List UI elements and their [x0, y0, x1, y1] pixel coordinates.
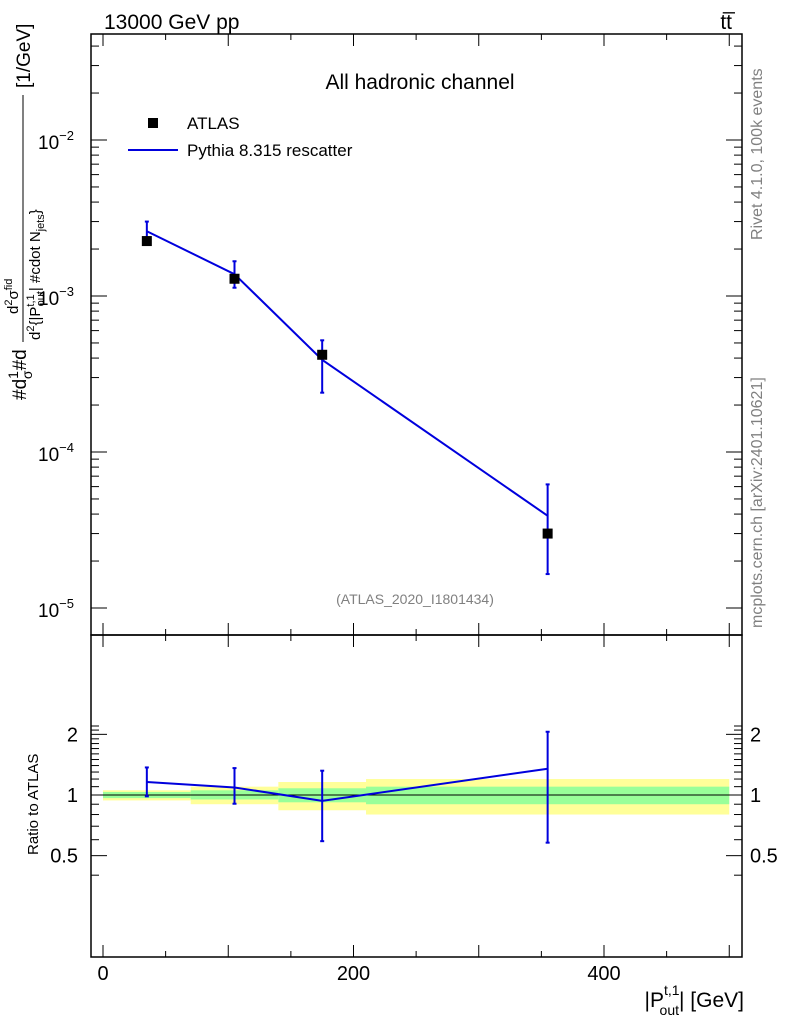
- ratio-y-axis-label: Ratio to ATLAS: [25, 754, 42, 855]
- ratio-y-tick-label: 2: [67, 724, 78, 746]
- atlas-data-point: [542, 528, 553, 539]
- main-panel: All hadronic channel (ATLAS_2020_I180143…: [3, 24, 743, 636]
- legend: ATLAS Pythia 8.315 rescatter: [128, 114, 353, 160]
- chart-title: All hadronic channel: [325, 71, 514, 94]
- ratio-y-tick-label-right: 0.5: [750, 846, 778, 868]
- ratio-y-tick-label: 0.5: [50, 846, 78, 868]
- ratio-y-tick-labels: 0.5 0.5 1 1 2 2: [50, 724, 778, 867]
- legend-atlas-label: ATLAS: [187, 114, 240, 133]
- mcplots-label: mcplots.cern.ch [arXiv:2401.10621]: [749, 377, 766, 628]
- y-tick-1e-5: 10−5: [38, 596, 74, 622]
- svg-text:d2{|Pt,1out| #cdot Njets}: d2{|Pt,1out| #cdot Njets}: [25, 209, 47, 340]
- main-y-axis-label: #d1σ#d d2σfid d2{|Pt,1out| #cdot Njets} …: [3, 24, 47, 400]
- legend-pythia-label: Pythia 8.315 rescatter: [187, 141, 353, 160]
- legend-atlas-marker: [148, 118, 158, 128]
- x-tick-label: 0: [97, 963, 108, 985]
- atlas-data-point: [141, 236, 152, 247]
- atlas-data-point: [229, 273, 240, 284]
- ratio-mc-line: [146, 767, 548, 802]
- y-tick-1e-4: 10−4: [38, 440, 74, 466]
- ratio-y-tick-label: 1: [67, 785, 78, 807]
- main-axis-ticks: [91, 34, 742, 635]
- svg-text:#d1σ#d: #d1σ#d: [5, 349, 35, 400]
- rivet-label: Rivet 4.1.0, 100k events: [749, 68, 766, 240]
- ratio-axis-ticks: [91, 635, 742, 957]
- mc-line: [146, 230, 549, 517]
- x-axis-label: |Pt,1 out| [GeV]: [645, 982, 745, 1018]
- svg-text:[1/GeV]: [1/GeV]: [14, 24, 35, 88]
- header-right: tt̅: [720, 11, 736, 34]
- main-y-tick-labels: 10−5 10−4 10−3 10−2: [38, 128, 74, 622]
- svg-text:d2σfid: d2σfid: [3, 279, 22, 314]
- analysis-watermark: (ATLAS_2020_I1801434): [336, 591, 494, 607]
- header-left: 13000 GeV pp: [104, 11, 239, 34]
- ratio-panel: 0.5 0.5 1 1 2 2 0 200 400 Ratio to ATLAS |Pt,1 o…: [25, 634, 778, 1018]
- atlas-data-point: [317, 349, 328, 360]
- y-tick-1e-2: 10−2: [38, 128, 74, 154]
- ratio-x-tick-labels: 0 200 400: [97, 963, 620, 985]
- ratio-frame: [90, 634, 743, 958]
- ratio-y-tick-label-right: 1: [750, 785, 761, 807]
- ratio-y-tick-label-right: 2: [750, 724, 761, 746]
- x-tick-label: 200: [337, 963, 370, 985]
- x-tick-label: 400: [587, 963, 620, 985]
